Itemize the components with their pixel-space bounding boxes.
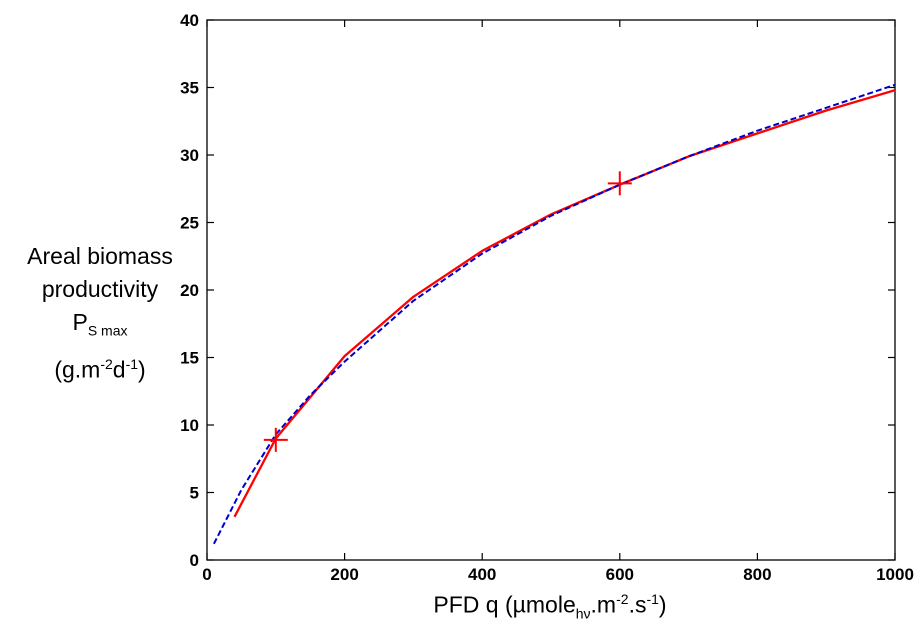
y-axis-label-symbol: P	[72, 309, 88, 335]
x-label-part-d: )	[658, 591, 667, 618]
y-axis-label-line3: PS max	[0, 306, 200, 348]
plus-marker-2	[607, 171, 632, 196]
plot-area	[206, 19, 896, 561]
ticks	[206, 19, 896, 561]
x-tick-label: 400	[468, 565, 496, 584]
y-tick-label: 30	[180, 146, 199, 165]
tick-labels: 0 200 400 600 800 1000 0 5 10 15 20 25 30 35 40	[180, 11, 914, 584]
x-label-sub: hν	[575, 605, 591, 622]
y-unit-sup-1: -2	[100, 355, 113, 372]
y-tick-label: 15	[180, 349, 199, 368]
x-label-sup-2: -1	[646, 591, 659, 607]
y-tick-label: 35	[180, 79, 199, 98]
x-axis-label: PFD q (µmolehν.m-2.s-1)	[200, 591, 900, 621]
x-label-sup-1: -2	[616, 591, 629, 607]
x-label-part-b: .m	[590, 591, 617, 618]
y-tick-label: 25	[180, 214, 199, 233]
x-tick-label: 800	[743, 565, 771, 584]
y-axis-label: Areal biomass productivity PS max (g.m-2…	[0, 240, 200, 386]
y-tick-label: 10	[180, 416, 199, 435]
y-unit-part-c: )	[138, 356, 146, 383]
x-label-part-c: .s	[628, 591, 647, 618]
y-tick-label: 20	[180, 281, 199, 300]
x-label-part-a: PFD q (µmole	[433, 591, 576, 618]
marker-layer	[263, 171, 632, 452]
x-tick-label: 1000	[876, 565, 914, 584]
x-tick-label: 200	[330, 565, 358, 584]
y-axis-label-line1: Areal biomass	[27, 243, 173, 269]
y-unit-part-a: (g.m	[54, 356, 101, 383]
x-tick-label: 600	[606, 565, 634, 584]
plus-marker-1	[263, 427, 288, 452]
y-unit-part-b: d	[112, 356, 126, 383]
y-axis-label-line2: productivity	[41, 276, 159, 302]
series-line-2	[213, 83, 896, 545]
y-tick-label: 40	[180, 11, 199, 30]
x-tick-label: 0	[202, 565, 211, 584]
y-tick-label: 0	[190, 551, 199, 570]
y-axis-label-symbol-sub: S max	[87, 322, 128, 339]
y-tick-label: 5	[190, 484, 199, 503]
series-layer	[213, 83, 896, 545]
y-unit-sup-2: -1	[125, 355, 139, 372]
y-axis-label-line4: (g.m-2d-1)	[0, 348, 200, 387]
